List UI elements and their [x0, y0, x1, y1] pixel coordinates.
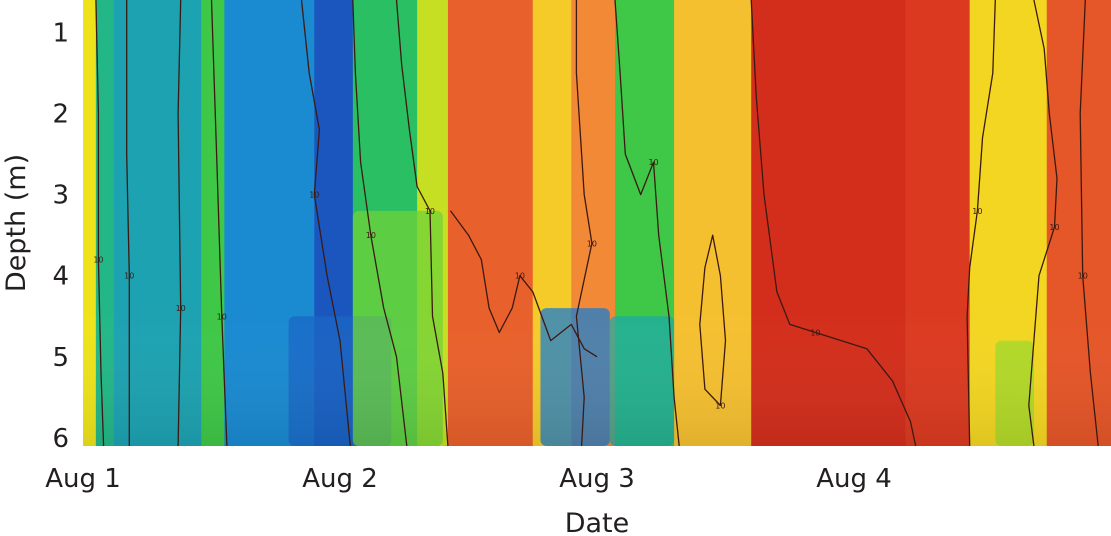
depth-shading — [83, 0, 1111, 446]
y-tick-label-1: 2 — [52, 100, 69, 130]
contour-label-1: 10 — [124, 272, 134, 281]
contour-label-4: 10 — [309, 191, 319, 200]
contour-line-2 — [177, 0, 182, 446]
contour-label-6: 10 — [425, 207, 435, 216]
contour-line-11 — [750, 0, 917, 446]
plot-area: 10 10 10 10 10 10 10 10 10 10 10 10 10 10 10 — [83, 0, 1111, 446]
contour-line-4 — [300, 0, 351, 446]
contour-label-12: 10 — [972, 207, 982, 216]
contour-line-7 — [449, 210, 598, 358]
contour-line-9 — [614, 0, 680, 446]
contour-lines: 10 10 10 10 10 10 10 10 10 10 10 10 10 10 10 — [93, 0, 1099, 446]
contour-label-3: 10 — [217, 312, 227, 321]
contour-line-6 — [395, 0, 449, 446]
x-axis-ticks: Aug 1 Aug 2 Aug 3 Aug 4 — [45, 464, 892, 494]
contour-label-13: 10 — [1049, 223, 1059, 232]
contour-line-10 — [699, 234, 727, 407]
contour-line-14 — [1079, 0, 1099, 446]
y-tick-label-0: 1 — [52, 18, 69, 48]
y-axis-ticks: 1 2 3 4 5 6 — [52, 18, 69, 453]
contour-label-11: 10 — [810, 328, 820, 337]
contour-label-10: 10 — [715, 401, 725, 410]
y-tick-label-4: 5 — [52, 343, 69, 373]
contour-label-8: 10 — [587, 239, 597, 248]
contour-label-5: 10 — [366, 231, 376, 240]
x-tick-label-3: Aug 4 — [816, 464, 892, 494]
contour-line-3 — [210, 0, 228, 446]
contour-line-0 — [95, 0, 105, 446]
x-tick-label-2: Aug 3 — [559, 464, 635, 494]
x-tick-label-1: Aug 2 — [302, 464, 378, 494]
x-tick-label-0: Aug 1 — [45, 464, 121, 494]
contour-line-8 — [575, 0, 593, 446]
contour-label-2: 10 — [176, 304, 186, 313]
contour-label-9: 10 — [648, 158, 658, 167]
contour-label-14: 10 — [1078, 272, 1088, 281]
y-tick-label-3: 4 — [52, 262, 69, 292]
y-tick-label-5: 6 — [52, 424, 69, 454]
contour-label-0: 10 — [93, 255, 103, 264]
y-axis-title: Depth (m) — [1, 154, 32, 292]
x-axis-title: Date — [565, 508, 630, 536]
y-tick-label-2: 3 — [52, 181, 69, 211]
contour-line-12 — [966, 0, 996, 446]
contour-label-7: 10 — [515, 272, 525, 281]
contour-line-13 — [1028, 0, 1058, 446]
contour-line-1 — [126, 0, 130, 446]
contour-line-5 — [352, 0, 408, 446]
